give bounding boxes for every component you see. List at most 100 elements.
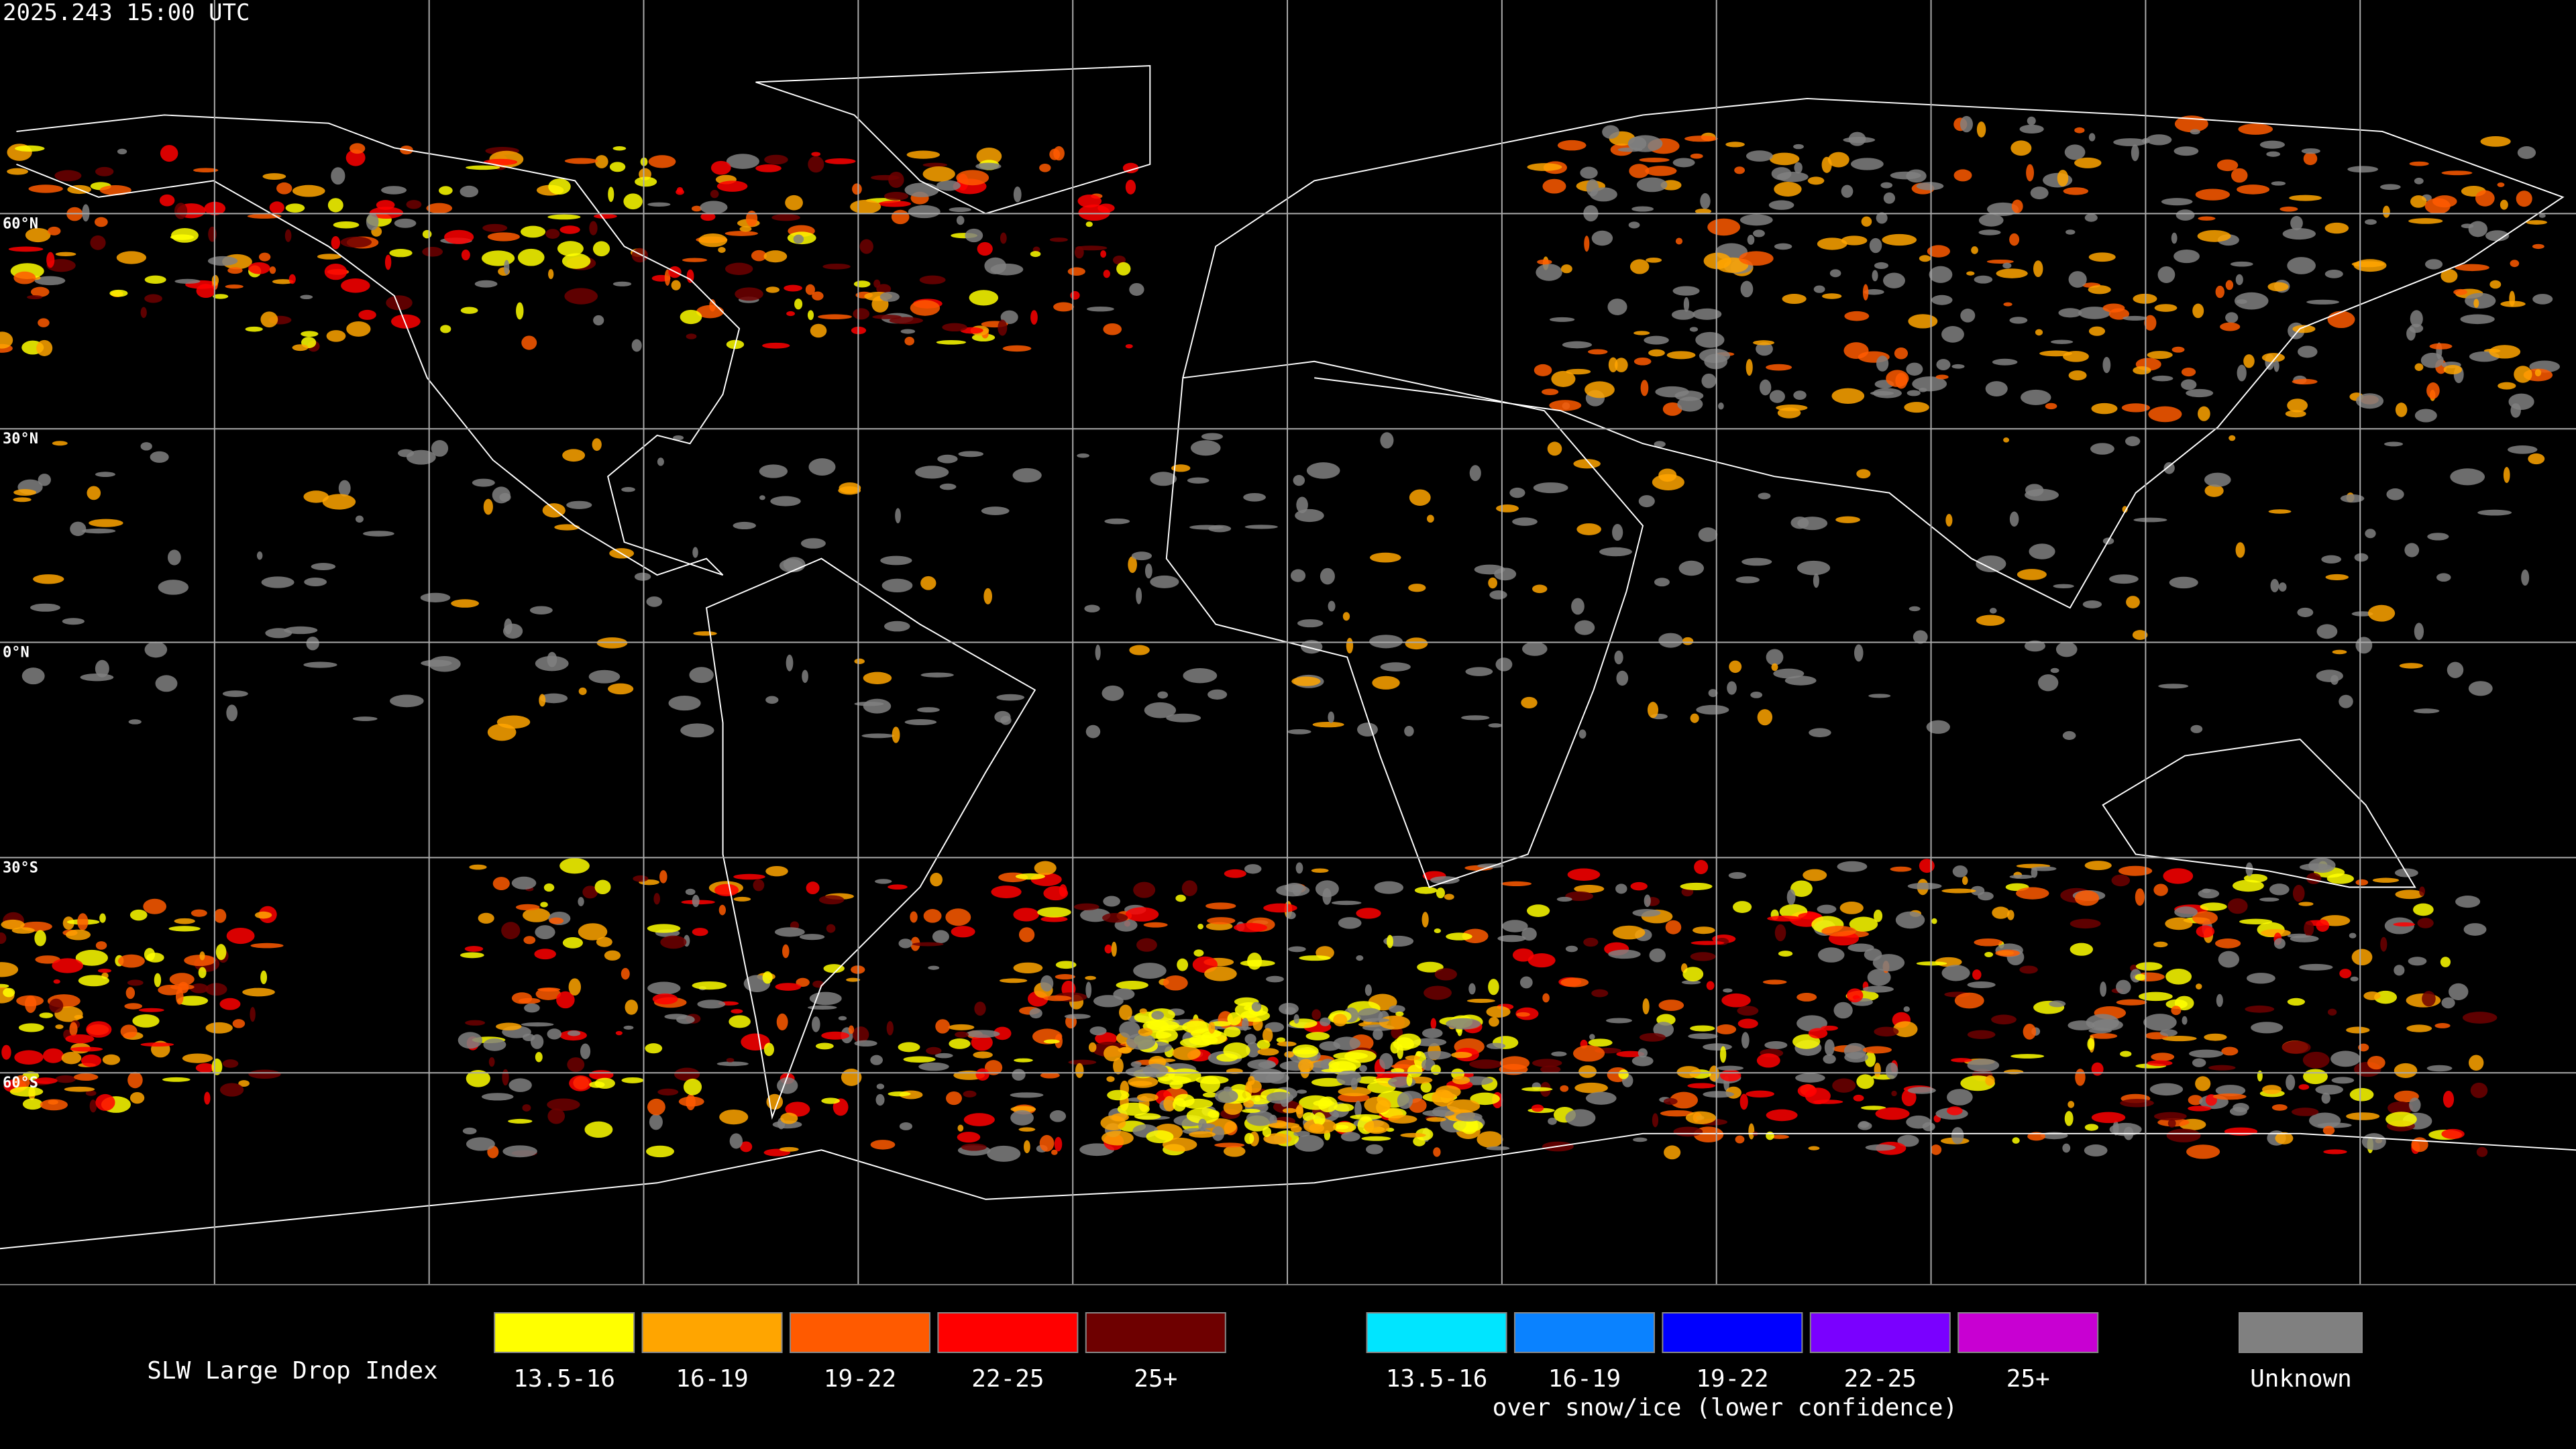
- cloud-speck: [2476, 1146, 2488, 1157]
- cloud-speck: [8, 246, 44, 252]
- cloud-speck: [2316, 624, 2338, 639]
- cloud-speck: [942, 323, 967, 332]
- cloud-speck: [794, 299, 803, 310]
- cloud-speck: [1728, 871, 1747, 879]
- cloud-speck: [25, 227, 51, 243]
- cloud-speck: [926, 1046, 942, 1055]
- cloud-speck: [2165, 917, 2193, 930]
- cloud-speck: [304, 578, 327, 587]
- cloud-speck: [2161, 1036, 2197, 1042]
- cloud-speck: [205, 983, 227, 996]
- cloud-speck: [95, 1093, 115, 1111]
- cloud-speck: [35, 955, 60, 964]
- cloud-speck: [285, 203, 305, 213]
- cloud-speck: [753, 879, 765, 892]
- cloud-speck: [1885, 1062, 1898, 1079]
- cloud-speck: [2192, 1058, 2206, 1067]
- cloud-speck: [945, 908, 971, 926]
- cloud-speck: [1414, 886, 1438, 894]
- cloud-speck: [90, 235, 106, 250]
- cloud-speck: [1136, 1093, 1159, 1102]
- cloud-speck: [2349, 1087, 2374, 1102]
- cloud-speck: [143, 898, 167, 914]
- cloud-speck: [539, 694, 546, 707]
- cloud-speck: [1465, 667, 1493, 676]
- cloud-speck: [97, 969, 111, 973]
- legend-title: SLW Large Drop Index: [147, 1357, 437, 1385]
- cloud-speck: [322, 494, 356, 510]
- cloud-speck: [745, 210, 758, 227]
- cloud-speck: [1010, 1110, 1034, 1126]
- cloud-speck: [2088, 133, 2096, 142]
- cloud-speck: [2299, 963, 2333, 971]
- cloud-speck: [2394, 965, 2405, 976]
- cloud-speck: [1947, 1089, 1973, 1106]
- cloud-speck: [2429, 343, 2453, 350]
- cloud-speck: [1388, 1115, 1417, 1124]
- cloud-speck: [1574, 1082, 1608, 1093]
- cloud-speck: [196, 284, 216, 298]
- cloud-speck: [1086, 306, 1114, 312]
- cloud-speck: [1638, 495, 1655, 508]
- cloud-speck: [908, 205, 941, 219]
- cloud-speck: [957, 1132, 981, 1143]
- cloud-speck: [2303, 1069, 2328, 1085]
- cloud-speck: [2109, 574, 2139, 584]
- cloud-speck: [426, 203, 453, 214]
- cloud-speck: [1683, 297, 1689, 312]
- cloud-speck: [466, 1070, 490, 1087]
- cloud-speck: [2133, 517, 2167, 523]
- cloud-speck: [671, 280, 681, 290]
- legend-label: 25+: [2006, 1365, 2050, 1393]
- cloud-speck: [81, 528, 116, 534]
- cloud-speck: [1527, 953, 1556, 968]
- cloud-speck: [633, 875, 649, 882]
- cloud-speck: [889, 317, 923, 325]
- cloud-speck: [1967, 1030, 1996, 1039]
- cloud-speck: [668, 695, 701, 711]
- cloud-speck: [284, 626, 318, 635]
- cloud-speck: [1690, 1025, 1715, 1032]
- cloud-speck: [198, 967, 207, 979]
- cloud-speck: [120, 1024, 138, 1038]
- cloud-speck: [1461, 715, 1490, 720]
- legend-label: 19-22: [1696, 1365, 1768, 1393]
- cloud-speck: [2410, 310, 2423, 327]
- cloud-speck: [2245, 862, 2253, 877]
- cloud-speck: [1844, 1052, 1869, 1063]
- cloud-speck: [1747, 235, 1755, 245]
- cloud-speck: [2125, 436, 2141, 447]
- cloud-speck: [2068, 370, 2087, 381]
- cloud-speck: [1133, 963, 1167, 979]
- cloud-speck: [1976, 555, 2006, 572]
- cloud-speck: [1320, 1017, 1331, 1026]
- cloud-speck: [1205, 922, 1233, 930]
- cloud-speck: [2395, 402, 2408, 417]
- cloud-speck: [1808, 1146, 1820, 1150]
- cloud-speck: [1904, 402, 1929, 413]
- cloud-speck: [2218, 951, 2240, 968]
- cloud-speck: [2174, 249, 2200, 264]
- cloud-speck: [1663, 1097, 1678, 1105]
- cloud-speck: [996, 694, 1025, 701]
- cloud-speck: [2262, 1085, 2282, 1094]
- cloud-speck: [1897, 1134, 1919, 1147]
- cloud-speck: [612, 146, 627, 151]
- cloud-speck: [174, 918, 195, 924]
- cloud-speck: [176, 996, 209, 1006]
- cloud-speck: [1562, 341, 1593, 349]
- cloud-speck: [1242, 1018, 1249, 1031]
- cloud-speck: [331, 236, 340, 250]
- cloud-speck: [1103, 323, 1122, 335]
- cloud-speck: [883, 192, 909, 201]
- cloud-speck: [85, 1090, 97, 1096]
- cloud-speck: [358, 309, 376, 320]
- cloud-speck: [2135, 888, 2145, 906]
- cloud-speck: [2292, 325, 2316, 333]
- cloud-speck: [2190, 724, 2203, 733]
- cloud-speck: [1782, 294, 1807, 305]
- cloud-speck: [1737, 1006, 1759, 1016]
- cloud-speck: [2121, 403, 2151, 413]
- cloud-speck: [1916, 182, 1944, 191]
- cloud-speck: [1293, 1014, 1299, 1024]
